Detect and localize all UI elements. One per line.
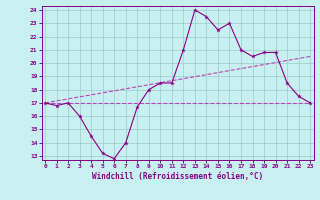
- X-axis label: Windchill (Refroidissement éolien,°C): Windchill (Refroidissement éolien,°C): [92, 172, 263, 181]
